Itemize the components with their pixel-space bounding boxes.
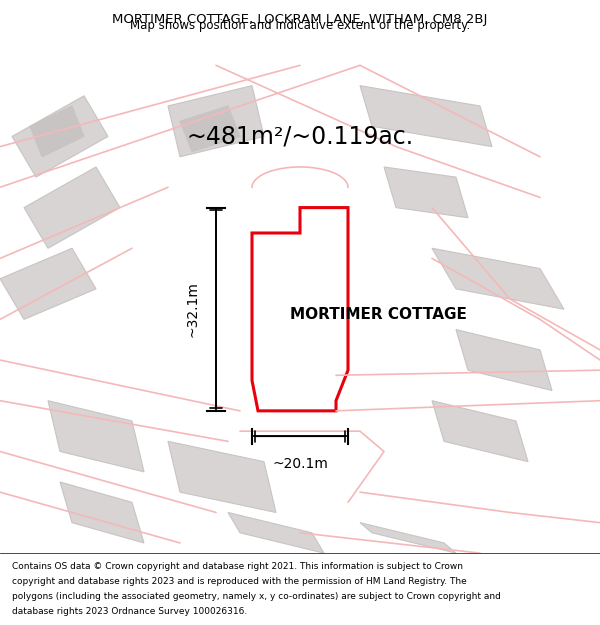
Polygon shape: [228, 512, 324, 553]
Polygon shape: [24, 167, 120, 248]
Polygon shape: [60, 482, 144, 543]
Polygon shape: [432, 248, 564, 309]
Text: MORTIMER COTTAGE: MORTIMER COTTAGE: [290, 307, 466, 322]
Polygon shape: [252, 208, 348, 411]
Polygon shape: [360, 522, 456, 553]
Text: MORTIMER COTTAGE, LOCKRAM LANE, WITHAM, CM8 2BJ: MORTIMER COTTAGE, LOCKRAM LANE, WITHAM, …: [112, 12, 488, 26]
Polygon shape: [0, 248, 96, 319]
Polygon shape: [168, 441, 276, 512]
Text: polygons (including the associated geometry, namely x, y co-ordinates) are subje: polygons (including the associated geome…: [12, 592, 501, 601]
Polygon shape: [168, 86, 264, 157]
Text: ~481m²/~0.119ac.: ~481m²/~0.119ac.: [187, 124, 413, 149]
Polygon shape: [30, 106, 84, 157]
Polygon shape: [360, 86, 492, 147]
Text: Contains OS data © Crown copyright and database right 2021. This information is : Contains OS data © Crown copyright and d…: [12, 562, 463, 571]
Polygon shape: [432, 401, 528, 462]
Polygon shape: [180, 106, 240, 152]
Text: database rights 2023 Ordnance Survey 100026316.: database rights 2023 Ordnance Survey 100…: [12, 607, 247, 616]
Polygon shape: [12, 96, 108, 177]
Text: ~32.1m: ~32.1m: [185, 281, 199, 337]
Polygon shape: [384, 167, 468, 217]
Text: Map shows position and indicative extent of the property.: Map shows position and indicative extent…: [130, 19, 470, 32]
Text: copyright and database rights 2023 and is reproduced with the permission of HM L: copyright and database rights 2023 and i…: [12, 577, 467, 586]
Polygon shape: [456, 329, 552, 391]
Polygon shape: [48, 401, 144, 472]
Text: ~20.1m: ~20.1m: [272, 458, 328, 471]
